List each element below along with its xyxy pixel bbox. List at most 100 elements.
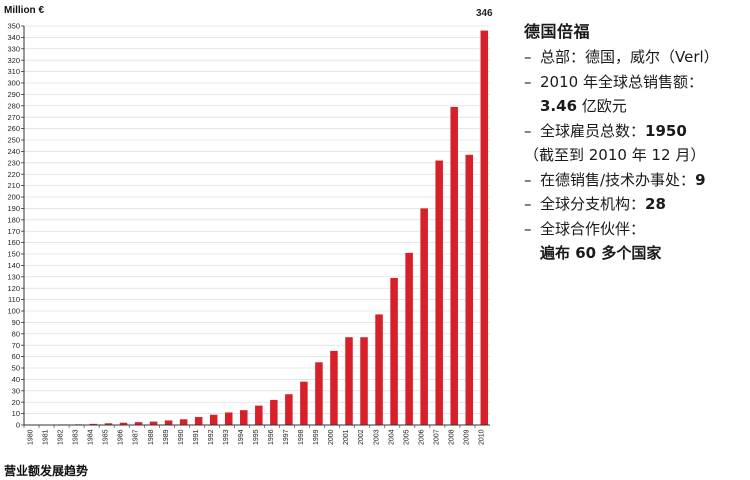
y-tick-label: 160 [7, 238, 20, 247]
fact-headquarters: – 总部：德国，威尔（Verl） [524, 45, 746, 70]
y-axis-unit-label: Million € [4, 5, 44, 16]
x-axis-ticks: 1980 1981 1982 1983 1984 1985 1986 1987 1988 1989… [23, 425, 485, 445]
y-tick-label: 70 [12, 341, 20, 350]
y-tick-label: 30 [12, 386, 20, 395]
bar-1987 [134, 422, 143, 425]
y-tick-label: 170 [7, 227, 20, 236]
y-tick-label: 290 [7, 90, 20, 99]
chart-caption: 营业额发展趋势 [4, 464, 89, 478]
y-tick-label: 100 [7, 307, 20, 316]
y-tick-label: 90 [12, 318, 20, 327]
bullet-dash: – [524, 219, 532, 238]
bar-1990 [179, 419, 188, 425]
y-tick-label: 200 [7, 193, 20, 202]
y-tick-label: 340 [7, 33, 20, 42]
bar-1998 [300, 381, 308, 425]
fact-global-sales: –2010 年全球总销售额： 3.46 亿欧元 [524, 70, 746, 119]
bullet-dash: – [524, 170, 532, 189]
fact-text: 全球合作伙伴： [540, 219, 646, 238]
y-tick-label: 150 [7, 250, 20, 259]
bar-1999 [315, 362, 323, 425]
bar-2002 [360, 337, 368, 425]
y-tick-label: 130 [7, 272, 20, 281]
y-tick-label: 190 [7, 204, 20, 213]
x-tick-label-2005: 2005 [403, 429, 410, 445]
y-tick-label: 350 [7, 22, 20, 31]
y-tick-label: 300 [7, 79, 20, 88]
fact-subsidiaries: – 全球分支机构：28 [524, 192, 746, 217]
fact-note: （截至到 2010 年 12 月） [524, 146, 706, 164]
bar-2007 [435, 160, 443, 425]
x-tick-label-1990: 1990 [178, 429, 185, 445]
x-tick-label-2000: 2000 [328, 429, 335, 445]
fact-text: 2010 年全球总销售额： [540, 72, 703, 91]
bar-2000 [330, 350, 338, 425]
x-tick-label-1998: 1998 [298, 429, 305, 445]
fact-value: 遍布 60 多个国家 [540, 244, 662, 262]
x-tick-label-1984: 1984 [88, 429, 95, 445]
y-tick-label: 180 [7, 215, 20, 224]
company-info-panel: 德国倍福 – 总部：德国，威尔（Verl） –2010 年全球总销售额： 3.46… [524, 18, 746, 266]
y-tick-label: 20 [12, 398, 20, 407]
x-tick-label-2001: 2001 [343, 429, 350, 445]
bar-2009 [465, 154, 474, 425]
bar-1993 [224, 412, 233, 425]
y-tick-label: 50 [12, 364, 20, 373]
y-tick-label: 210 [7, 181, 20, 190]
fact-value: 1950 [645, 121, 687, 140]
bar-1985 [104, 423, 113, 425]
y-tick-label: 10 [12, 409, 20, 418]
fact-text: 全球分支机构： [540, 195, 646, 213]
bar-1997 [285, 394, 293, 425]
x-tick-label-2008: 2008 [448, 429, 455, 445]
x-tick-label-1995: 1995 [253, 429, 260, 445]
fact-value: 28 [645, 195, 666, 213]
bar-2006 [420, 208, 428, 425]
bars [29, 30, 489, 426]
bar-1994 [240, 410, 248, 425]
bar-2003 [375, 314, 383, 425]
x-tick-label-2006: 2006 [418, 429, 425, 445]
y-tick-label: 230 [7, 158, 20, 167]
bar-2005 [405, 252, 413, 425]
x-tick-label-2004: 2004 [388, 429, 395, 445]
y-tick-label: 330 [7, 44, 20, 53]
fact-employees: – 全球雇员总数：1950 （截至到 2010 年 12 月） [524, 119, 746, 168]
bar-2010 [480, 30, 489, 426]
x-tick-label-1991: 1991 [193, 429, 200, 445]
fact-value: 9 [695, 170, 706, 189]
x-tick-label-1987: 1987 [133, 429, 140, 445]
fact-text: 全球雇员总数： [540, 121, 646, 140]
bullet-dash: – [524, 121, 532, 140]
gridlines [24, 25, 490, 426]
fact-text: 亿欧元 [577, 97, 627, 115]
y-tick-label: 240 [7, 147, 20, 156]
x-tick-label-1988: 1988 [148, 429, 155, 445]
bar-2001 [345, 337, 353, 425]
bar-chart: 0 10 20 30 40 50 60 70 80 90 100 110 120 130 140 150 160… [7, 8, 493, 445]
fact-text: 总部：德国，威尔（Verl） [540, 48, 719, 66]
x-tick-label-1989: 1989 [163, 429, 170, 445]
y-tick-label: 280 [7, 101, 20, 110]
x-tick-label-1997: 1997 [283, 429, 290, 445]
x-tick-label-2002: 2002 [358, 429, 365, 445]
y-tick-label: 140 [7, 261, 20, 270]
bar-1986 [119, 422, 128, 425]
x-tick-label-1980: 1980 [28, 429, 35, 445]
y-tick-label: 0 [16, 421, 20, 430]
bar-1991 [194, 417, 203, 425]
fact-text: 在德销售/技术办事处： [540, 170, 696, 189]
bar-1989 [164, 420, 173, 425]
y-tick-label: 220 [7, 170, 20, 179]
bar-2004 [390, 277, 398, 425]
bar-2008 [450, 106, 458, 425]
y-tick-label: 260 [7, 124, 20, 133]
x-tick-label-1985: 1985 [103, 429, 110, 445]
x-tick-label-1993: 1993 [223, 429, 230, 445]
x-tick-label-1996: 1996 [268, 429, 275, 445]
fact-value: 3.46 [540, 97, 578, 115]
x-tick-label-2003: 2003 [373, 429, 380, 445]
x-tick-label-2007: 2007 [433, 429, 440, 445]
data-labels: 346 [476, 8, 493, 19]
y-tick-label: 60 [12, 352, 20, 361]
